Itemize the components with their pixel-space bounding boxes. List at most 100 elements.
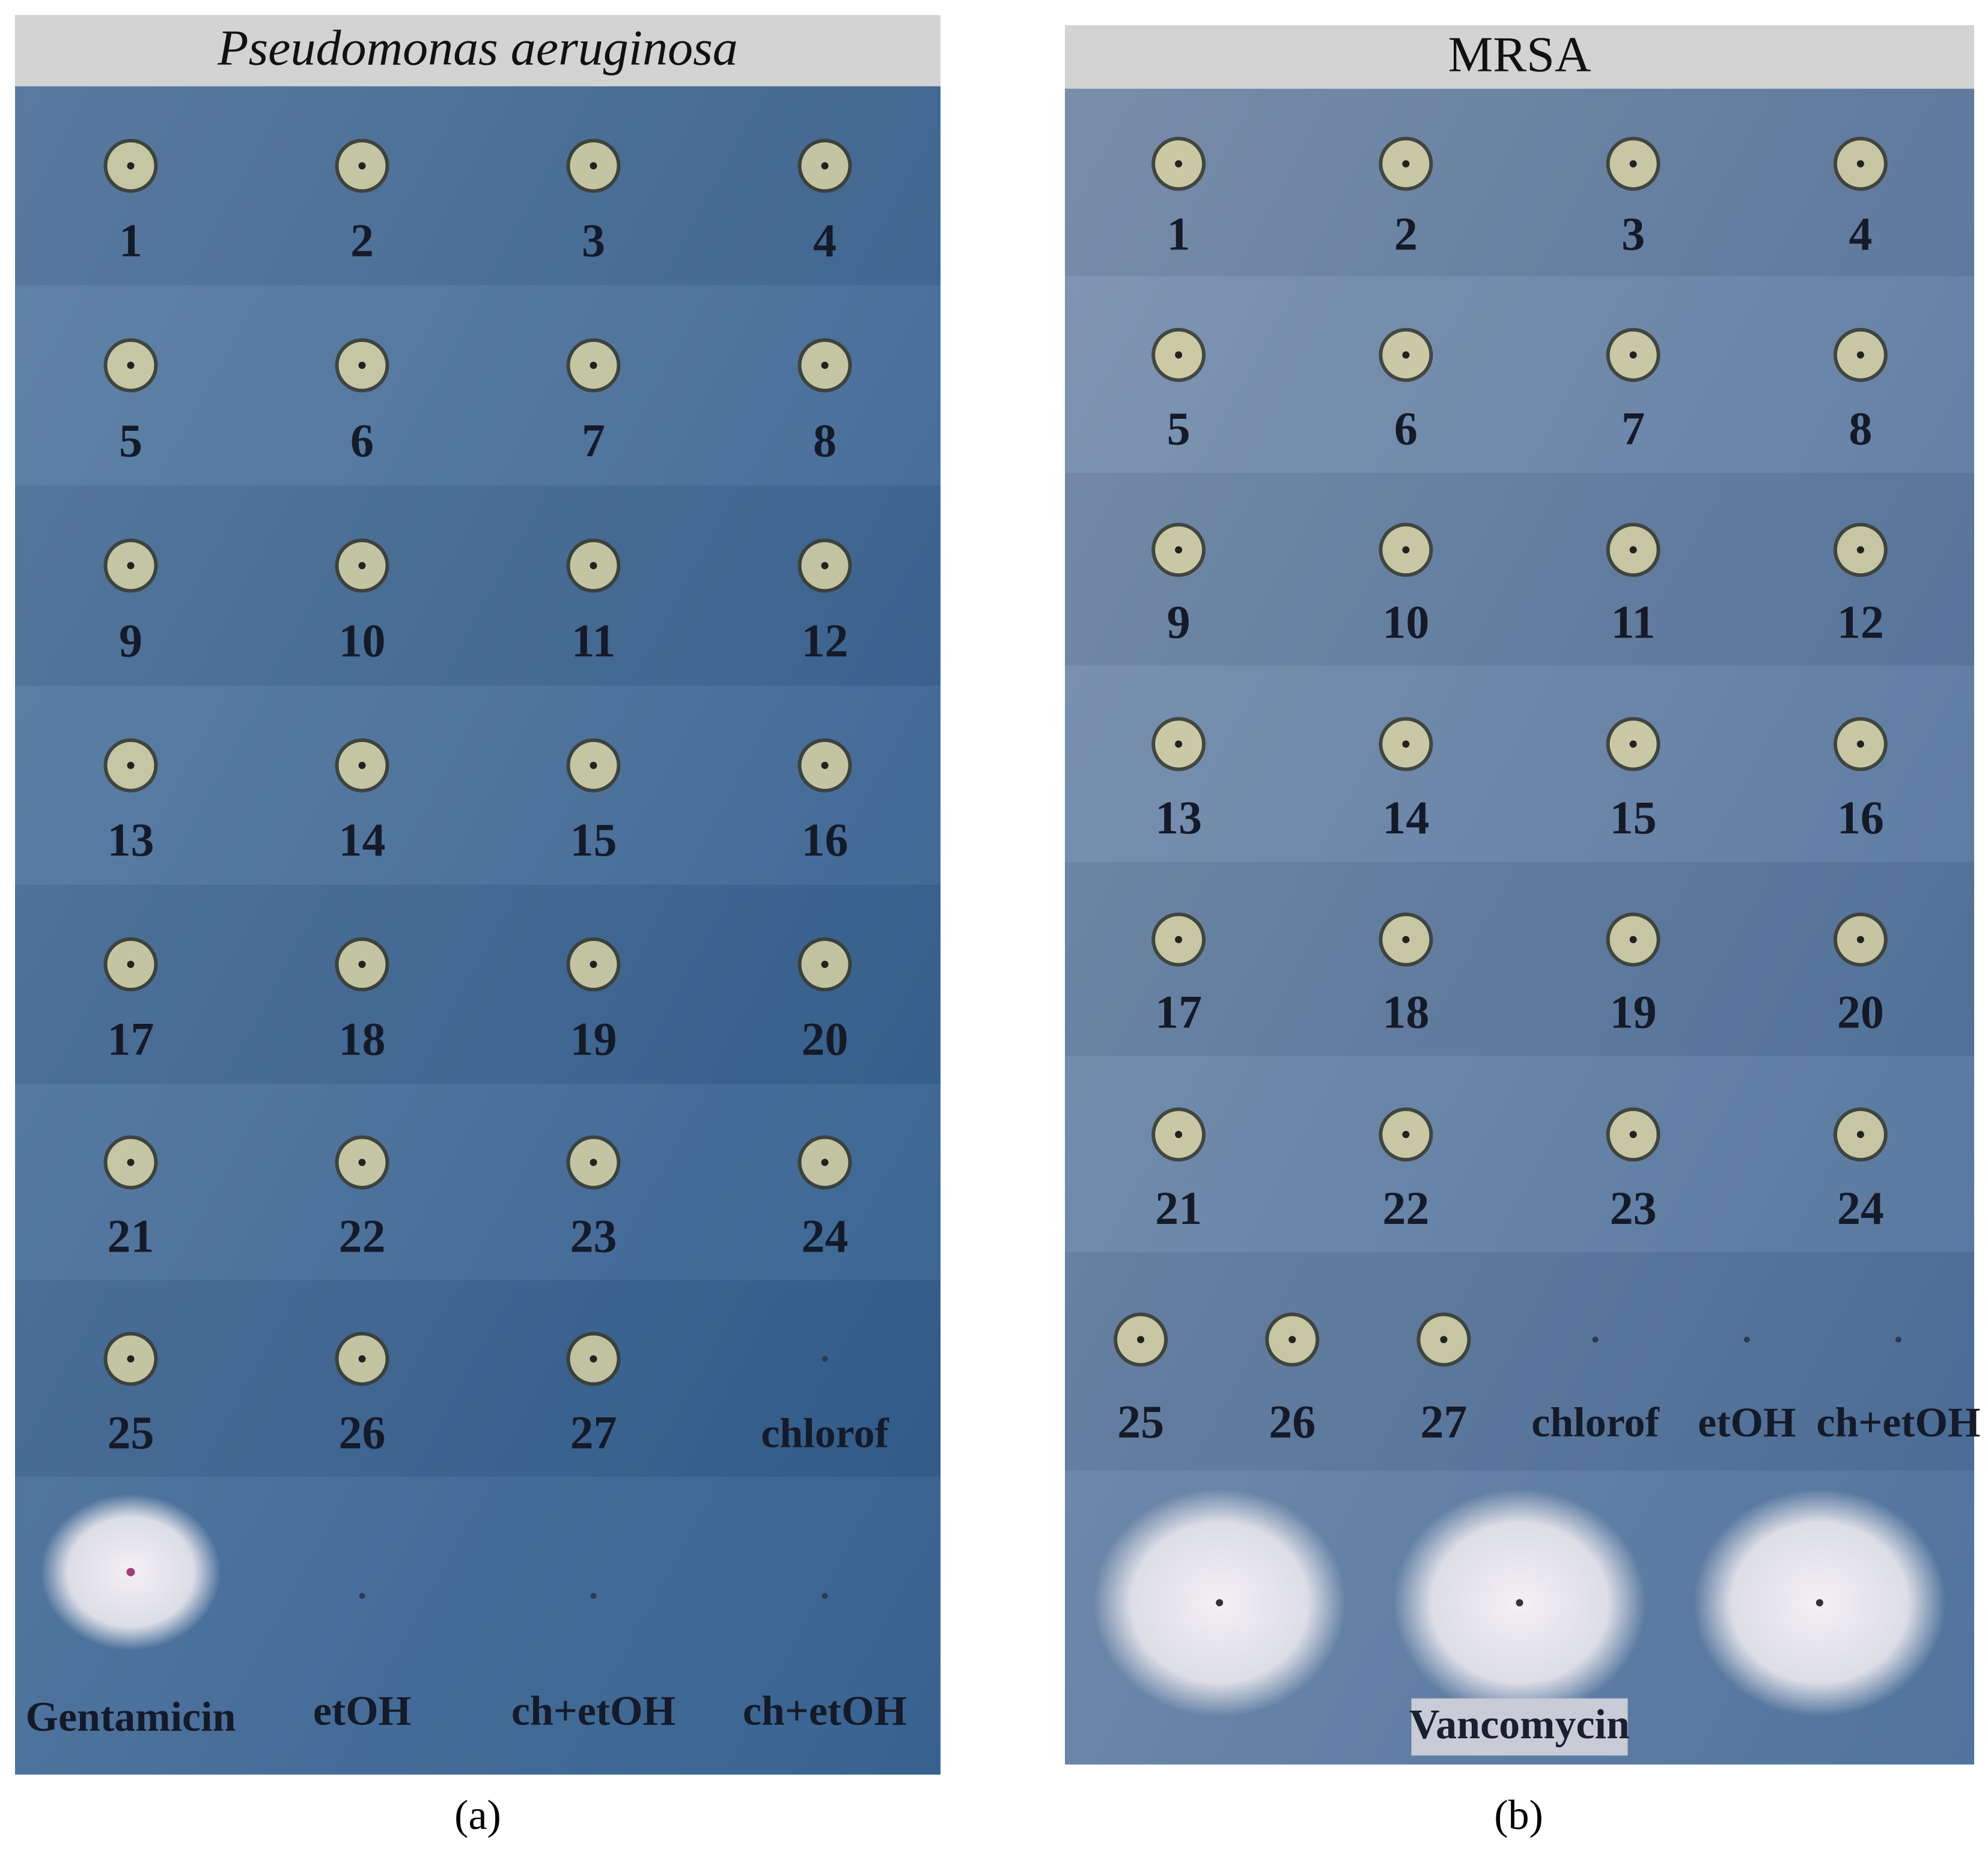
disc xyxy=(127,1355,135,1363)
disc xyxy=(1856,351,1864,359)
cell-label: 20 xyxy=(1837,986,1884,1038)
cell-label: 26 xyxy=(339,1406,386,1458)
label-bg xyxy=(1411,1698,1628,1756)
cell-label: 4 xyxy=(1849,207,1872,260)
disc xyxy=(1288,1336,1296,1343)
disc xyxy=(1856,740,1864,748)
disc xyxy=(590,761,597,769)
plate xyxy=(1065,88,1974,1765)
disc xyxy=(358,562,366,570)
disc xyxy=(821,761,829,769)
cell-label: 21 xyxy=(1155,1182,1202,1234)
cell-label: 9 xyxy=(1167,595,1191,648)
cell-label: 18 xyxy=(1382,986,1429,1038)
panel-title: MRSA xyxy=(1448,26,1591,82)
panel-caption: (b) xyxy=(1494,1792,1543,1839)
disc xyxy=(127,362,135,370)
disc xyxy=(590,961,597,969)
disc xyxy=(1629,936,1637,943)
cell-label: chlorof xyxy=(1531,1400,1659,1446)
disc xyxy=(1175,936,1183,943)
cell-label: 5 xyxy=(1167,402,1191,454)
cell-label: 2 xyxy=(350,214,374,266)
panel-caption: (a) xyxy=(454,1792,501,1839)
disc xyxy=(821,562,829,570)
cell-label: 9 xyxy=(119,615,142,667)
disc xyxy=(1216,1599,1224,1607)
cell-label: 7 xyxy=(582,414,605,466)
disc xyxy=(1402,1131,1410,1139)
disc xyxy=(127,562,135,570)
cell-label: etOH xyxy=(1698,1400,1796,1446)
cell-label: 4 xyxy=(813,214,837,266)
disc xyxy=(1175,740,1183,748)
disc xyxy=(127,162,135,169)
row-band xyxy=(1065,1056,1974,1253)
cell-label: etOH xyxy=(313,1688,411,1734)
cell-label: 22 xyxy=(339,1209,386,1262)
title-bar xyxy=(1065,25,1974,89)
disc xyxy=(1402,351,1410,359)
row-band xyxy=(15,686,941,885)
cell-label: 19 xyxy=(1610,986,1657,1038)
disc xyxy=(358,162,366,169)
cell-label: chlorof xyxy=(761,1410,889,1456)
disc xyxy=(1856,1131,1864,1139)
cell-label: 8 xyxy=(1849,402,1872,454)
disc xyxy=(590,1158,597,1166)
cell-label: 24 xyxy=(1837,1182,1884,1234)
disc xyxy=(1895,1336,1901,1343)
cell-label: 3 xyxy=(1621,207,1645,260)
disc xyxy=(822,1593,828,1599)
cell-label: 15 xyxy=(1610,791,1657,844)
disc xyxy=(1175,546,1183,554)
disc xyxy=(1137,1336,1145,1343)
row-band xyxy=(15,485,941,686)
disc xyxy=(821,961,829,969)
title-bar xyxy=(15,15,941,86)
cell-label: 21 xyxy=(108,1209,154,1262)
disc xyxy=(358,961,366,969)
cell-label: 10 xyxy=(339,615,386,667)
row-band xyxy=(1065,1252,1974,1471)
row-band xyxy=(15,285,941,486)
cell-label: ch+etOH xyxy=(1816,1400,1980,1446)
cell-label: 15 xyxy=(570,814,617,866)
disc xyxy=(1402,936,1410,943)
disc xyxy=(1402,546,1410,554)
disc xyxy=(1743,1336,1750,1343)
cell-label: 13 xyxy=(1155,791,1202,844)
disc xyxy=(1402,740,1410,748)
row-band xyxy=(1065,472,1974,666)
disc xyxy=(358,362,366,370)
plate xyxy=(15,86,941,1775)
row-band xyxy=(15,1280,941,1477)
cell-label: 23 xyxy=(570,1209,617,1262)
row-band xyxy=(1065,276,1974,473)
cell-label: 22 xyxy=(1382,1182,1429,1234)
cell-label: 25 xyxy=(1117,1396,1164,1448)
disc xyxy=(1516,1599,1523,1607)
cell-label: 20 xyxy=(802,1012,849,1065)
cell-label: 1 xyxy=(1167,207,1191,260)
disc xyxy=(358,1355,366,1363)
disc xyxy=(590,562,597,570)
cell-label: 16 xyxy=(1837,791,1884,844)
disc xyxy=(127,761,135,769)
disc xyxy=(1856,160,1864,168)
disc xyxy=(821,1158,829,1166)
disc xyxy=(821,362,829,370)
disc xyxy=(590,162,597,169)
cell-label: 27 xyxy=(570,1406,617,1458)
row-band xyxy=(15,86,941,285)
cell-label: 13 xyxy=(108,814,154,866)
cell-label: 8 xyxy=(813,414,837,466)
disc xyxy=(126,1568,135,1577)
disc xyxy=(1592,1336,1599,1343)
disc xyxy=(359,1593,365,1599)
disc xyxy=(127,1158,135,1166)
disc xyxy=(1816,1599,1823,1607)
cell-label: 25 xyxy=(108,1406,154,1458)
cell-label: 23 xyxy=(1610,1182,1657,1234)
